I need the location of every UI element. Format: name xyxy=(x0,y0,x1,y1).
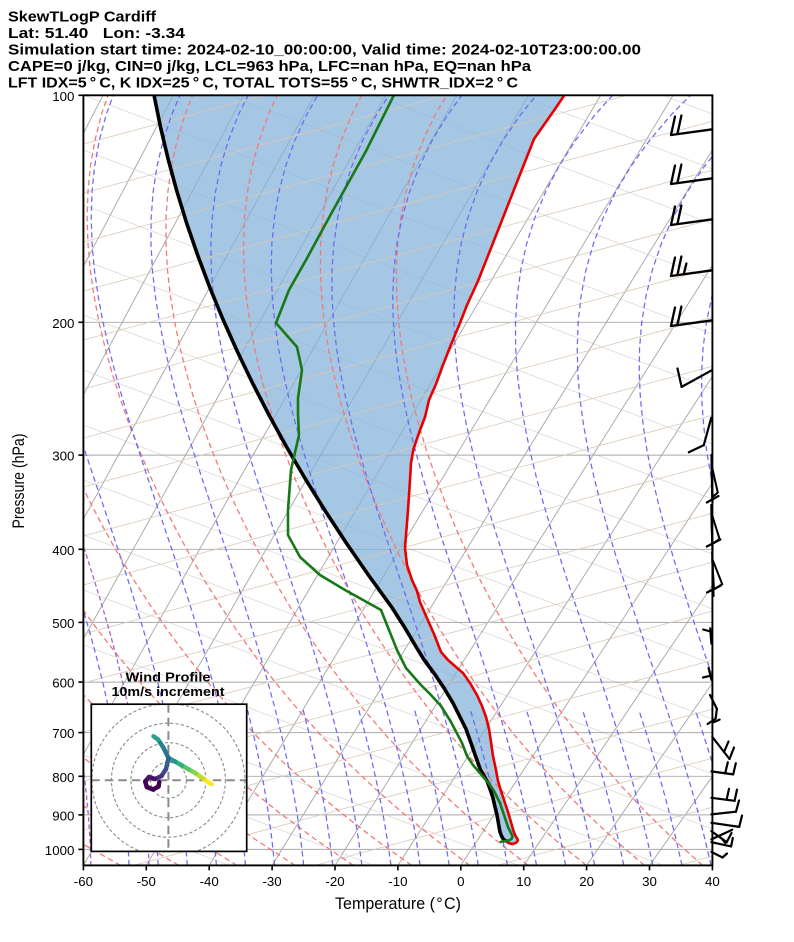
svg-text:10: 10 xyxy=(516,874,531,889)
svg-text:200: 200 xyxy=(52,316,74,331)
svg-text:10m/s increment: 10m/s increment xyxy=(112,684,226,699)
svg-text:900: 900 xyxy=(52,808,74,823)
svg-text:SkewTLogP Cardiff: SkewTLogP Cardiff xyxy=(8,10,156,26)
svg-text:LFT IDX=5 ° C, K IDX=25 ° C, T: LFT IDX=5 ° C, K IDX=25 ° C, TOTAL TOTS=… xyxy=(8,75,518,91)
svg-text:500: 500 xyxy=(52,616,74,631)
svg-text:1000: 1000 xyxy=(45,843,75,858)
svg-text:-30: -30 xyxy=(262,874,281,889)
svg-text:-20: -20 xyxy=(325,874,344,889)
svg-text:20: 20 xyxy=(579,874,594,889)
svg-text:Simulation start time: 2024-02: Simulation start time: 2024-02-10_00:00:… xyxy=(8,43,641,59)
svg-text:-10: -10 xyxy=(388,874,407,889)
svg-text:Lat: 51.40 Lon: -3.34: Lat: 51.40 Lon: -3.34 xyxy=(8,26,186,42)
svg-text:30: 30 xyxy=(642,874,657,889)
svg-text:400: 400 xyxy=(52,543,74,558)
svg-text:-60: -60 xyxy=(74,874,93,889)
svg-text:700: 700 xyxy=(52,726,74,741)
svg-text:0: 0 xyxy=(457,874,464,889)
svg-text:-50: -50 xyxy=(137,874,156,889)
svg-text:Wind Profile: Wind Profile xyxy=(126,670,211,685)
svg-text:Pressure (hPa): Pressure (hPa) xyxy=(9,434,28,529)
svg-text:40: 40 xyxy=(705,874,720,889)
svg-text:Temperature ( ° C): Temperature ( ° C) xyxy=(335,894,461,913)
svg-text:CAPE=0 j/kg, CIN=0 j/kg, LCL=9: CAPE=0 j/kg, CIN=0 j/kg, LCL=963 hPa, LF… xyxy=(8,59,532,75)
svg-text:800: 800 xyxy=(52,770,74,785)
svg-text:-40: -40 xyxy=(200,874,219,889)
svg-text:300: 300 xyxy=(52,449,74,464)
svg-text:600: 600 xyxy=(52,676,74,691)
